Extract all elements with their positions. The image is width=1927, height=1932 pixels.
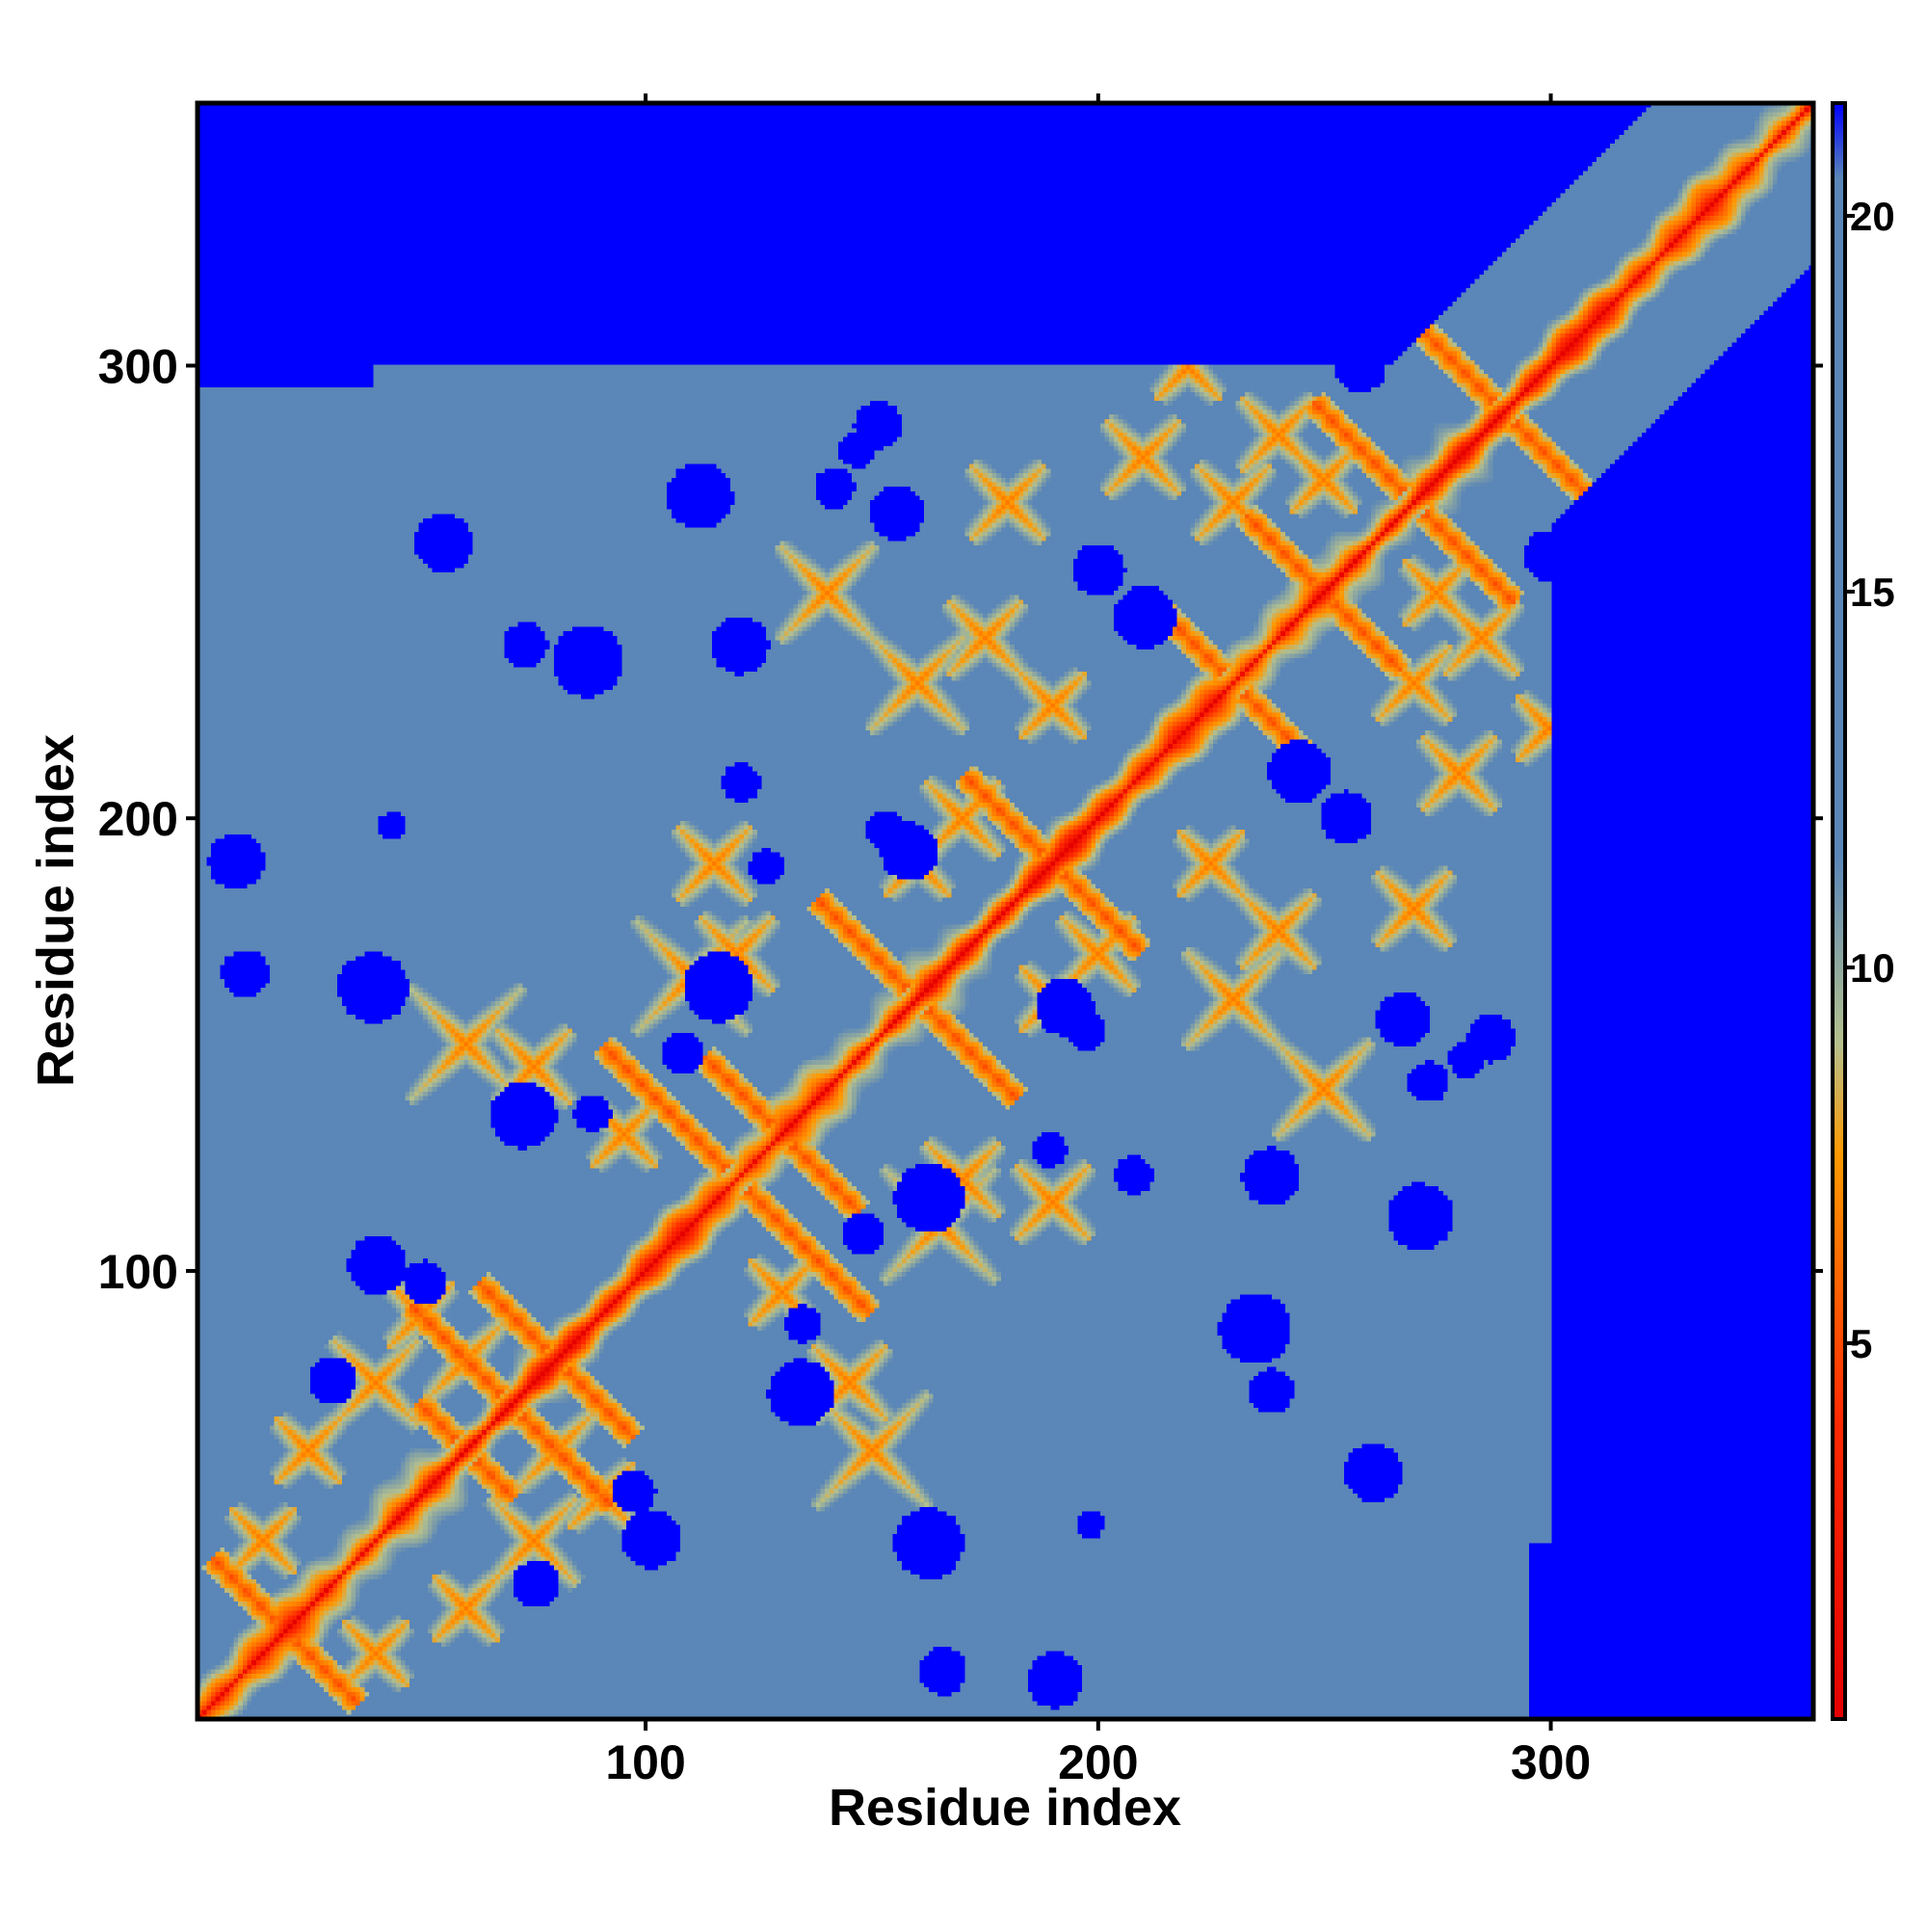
plot-frame bbox=[195, 100, 1816, 1722]
y-axis-title: Residue index bbox=[27, 734, 85, 1087]
x-axis: 100 200 300 bbox=[605, 93, 1591, 1789]
x-axis-title: Residue index bbox=[829, 1779, 1181, 1837]
x-tick-label-300: 300 bbox=[1511, 1735, 1591, 1789]
y-axis: 100 200 300 bbox=[98, 339, 1823, 1299]
colorbar-tick-label-5: 5 bbox=[1850, 1321, 1872, 1366]
y-tick-label-300: 300 bbox=[98, 339, 178, 393]
y-tick-label-200: 200 bbox=[98, 792, 178, 846]
colorbar-tick-label-20: 20 bbox=[1850, 194, 1895, 239]
colorbar-tick-label-10: 10 bbox=[1850, 945, 1895, 991]
x-tick-label-100: 100 bbox=[605, 1735, 685, 1789]
heatmap-image bbox=[198, 103, 1813, 1719]
y-tick-label-100: 100 bbox=[98, 1245, 178, 1299]
colorbar-tick-label-15: 15 bbox=[1850, 569, 1895, 615]
colorbar bbox=[1831, 101, 1847, 1721]
colorbar-axis: 5 10 15 20 bbox=[1845, 194, 1895, 1366]
x-tick-label-200: 200 bbox=[1058, 1735, 1138, 1789]
